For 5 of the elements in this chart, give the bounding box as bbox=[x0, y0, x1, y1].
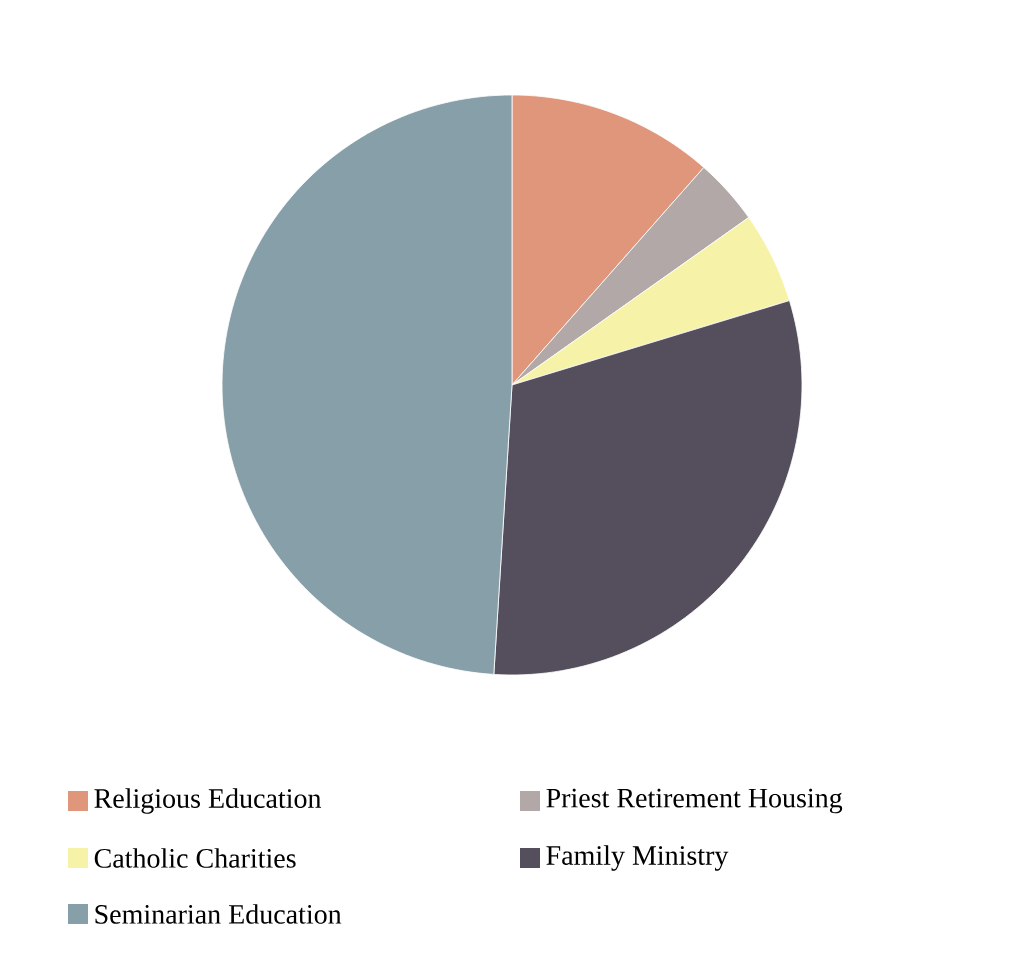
legend-label: Seminarian Education bbox=[95, 904, 342, 924]
legend-label: Priest Retirement Housing bbox=[546, 788, 843, 814]
legend-label: Family Ministry bbox=[546, 845, 729, 871]
legend-label: Catholic Charities bbox=[94, 848, 296, 868]
legend-label: Religious Education bbox=[94, 788, 322, 814]
